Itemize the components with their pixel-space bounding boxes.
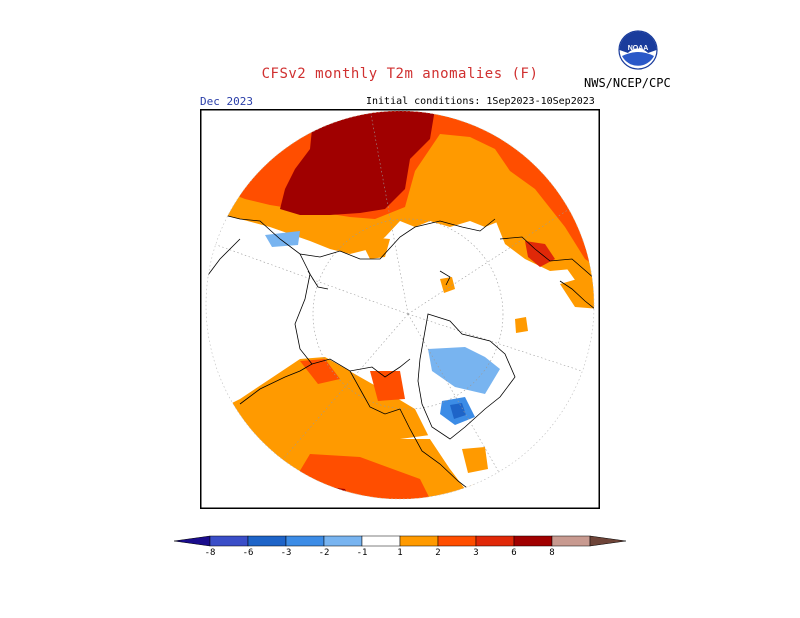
legend-swatch <box>209 535 249 547</box>
anomaly-fields <box>206 111 594 499</box>
legend-swatch <box>323 535 363 547</box>
legend-tick-label: 2 <box>435 548 440 558</box>
legend-swatch <box>247 535 287 547</box>
legend-tick-label: 6 <box>511 548 516 558</box>
domain-edge <box>205 110 595 500</box>
anomaly-region-blue-europe <box>265 231 300 247</box>
coastlines <box>206 213 594 499</box>
legend-swatch <box>361 535 401 547</box>
map-frame <box>200 109 600 509</box>
legend-swatch <box>437 535 477 547</box>
map-title: CFSv2 monthly T2m anomalies (F) <box>261 66 539 82</box>
legend-tick-label: -1 <box>357 548 368 558</box>
anomaly-region-orange-small-1 <box>440 277 455 293</box>
legend-swatch <box>475 535 515 547</box>
color-legend: -8 -6 -3 -2 -1 1 2 3 6 8 <box>173 535 627 558</box>
legend-swatch <box>551 535 591 547</box>
legend-arrow-low <box>173 535 211 547</box>
anomaly-region-blue-greenland <box>428 347 500 394</box>
anomaly-region-orange-small-2 <box>515 317 528 333</box>
anomaly-region-orange-east-edge <box>560 274 594 309</box>
agency-label: NWS/NCEP/CPC <box>584 76 671 90</box>
legend-tick-label: -3 <box>281 548 292 558</box>
initial-conditions-label: Initial conditions: 1Sep2023-10Sep2023 <box>366 96 595 107</box>
legend-tick-label: -6 <box>243 548 254 558</box>
noaa-logo-icon: NOAA <box>618 30 658 70</box>
anomaly-region-red-arctic-isl <box>370 371 405 401</box>
legend-tick-label: -8 <box>205 548 216 558</box>
anomaly-region-orange-quebec <box>462 447 488 473</box>
legend-tick-label: -2 <box>319 548 330 558</box>
legend-tick-label: 3 <box>473 548 478 558</box>
anomaly-map <box>200 109 600 509</box>
anomaly-region-blue-greenland-deep <box>450 403 466 419</box>
anomaly-region-darkred-core <box>280 111 435 215</box>
legend-swatch <box>285 535 325 547</box>
legend-swatch <box>513 535 553 547</box>
legend-arrow-high <box>589 535 627 547</box>
legend-tick-label: 8 <box>549 548 554 558</box>
legend-tick-label: 1 <box>397 548 402 558</box>
graticule <box>206 111 594 499</box>
svg-text:NOAA: NOAA <box>628 45 649 52</box>
legend-tick-labels: -8 -6 -3 -2 -1 1 2 3 6 8 <box>205 548 555 558</box>
legend-swatches <box>173 535 627 547</box>
valid-month-label: Dec 2023 <box>200 95 253 108</box>
legend-swatch <box>399 535 439 547</box>
anomaly-region-orange-europe <box>365 237 390 259</box>
anomaly-region-red-east <box>525 241 555 267</box>
